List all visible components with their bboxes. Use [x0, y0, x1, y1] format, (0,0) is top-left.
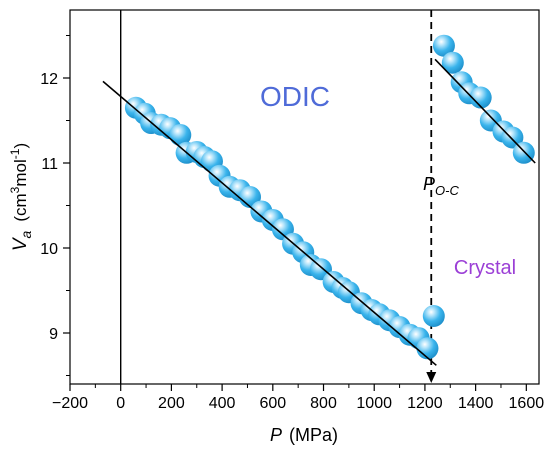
- y-axis-subscript: a: [18, 230, 34, 238]
- y-axis-unit-sup2: -1: [8, 148, 22, 159]
- y-axis-unit-pre: (cm: [11, 193, 30, 221]
- x-axis-unit: (MPa): [289, 425, 338, 445]
- x-axis-symbol: P: [270, 425, 282, 445]
- data-point: [512, 141, 535, 164]
- y-axis-symbol: V: [10, 236, 31, 251]
- transition-arrowhead: [426, 372, 437, 383]
- data-point: [422, 305, 445, 327]
- y-axis-ticks: 9 10 11 12: [40, 35, 70, 376]
- transition-subscript: O-C: [435, 183, 459, 198]
- data-point: [169, 123, 192, 146]
- x-tick-label: 400: [209, 395, 236, 412]
- plot-frame: [69, 9, 540, 385]
- x-axis-ticks: −200 0 200 400 600 800 1000 1200 1400 1600: [52, 384, 544, 412]
- y-tick-label: 9: [49, 326, 58, 343]
- y-axis-unit-sup1: 3: [8, 186, 22, 193]
- x-tick-label: 1200: [407, 395, 443, 412]
- x-tick-label: 1400: [458, 395, 494, 412]
- x-tick-label: 800: [310, 395, 337, 412]
- x-tick-label: 1600: [509, 395, 545, 412]
- transition-symbol: P: [423, 174, 435, 194]
- transition-label: PO-C: [423, 174, 459, 198]
- data-point: [416, 337, 439, 360]
- data-point: [432, 34, 455, 57]
- odic-label: ODIC: [260, 81, 330, 112]
- y-axis-unit-mid: mol: [11, 159, 30, 186]
- x-tick-label: −200: [52, 395, 88, 412]
- fit-line: [102, 80, 437, 366]
- y-tick-label: 12: [40, 71, 58, 88]
- y-tick-label: 10: [40, 241, 58, 258]
- crystal-label: Crystal: [454, 257, 516, 279]
- data-point: [501, 126, 524, 149]
- y-axis-unit-post: ): [11, 143, 30, 149]
- y-axis-label: Va (cm3mol-1): [8, 143, 34, 251]
- fit-lines: [102, 58, 536, 366]
- y-tick-label: 11: [41, 156, 58, 173]
- x-tick-label: 600: [259, 395, 286, 412]
- x-axis-label: P (MPa): [270, 425, 338, 445]
- x-tick-label: 0: [116, 395, 125, 412]
- fit-line: [434, 58, 536, 164]
- x-tick-label: 200: [158, 395, 185, 412]
- data-point: [441, 51, 464, 74]
- x-tick-label: 1000: [356, 395, 392, 412]
- data-point: [469, 86, 492, 109]
